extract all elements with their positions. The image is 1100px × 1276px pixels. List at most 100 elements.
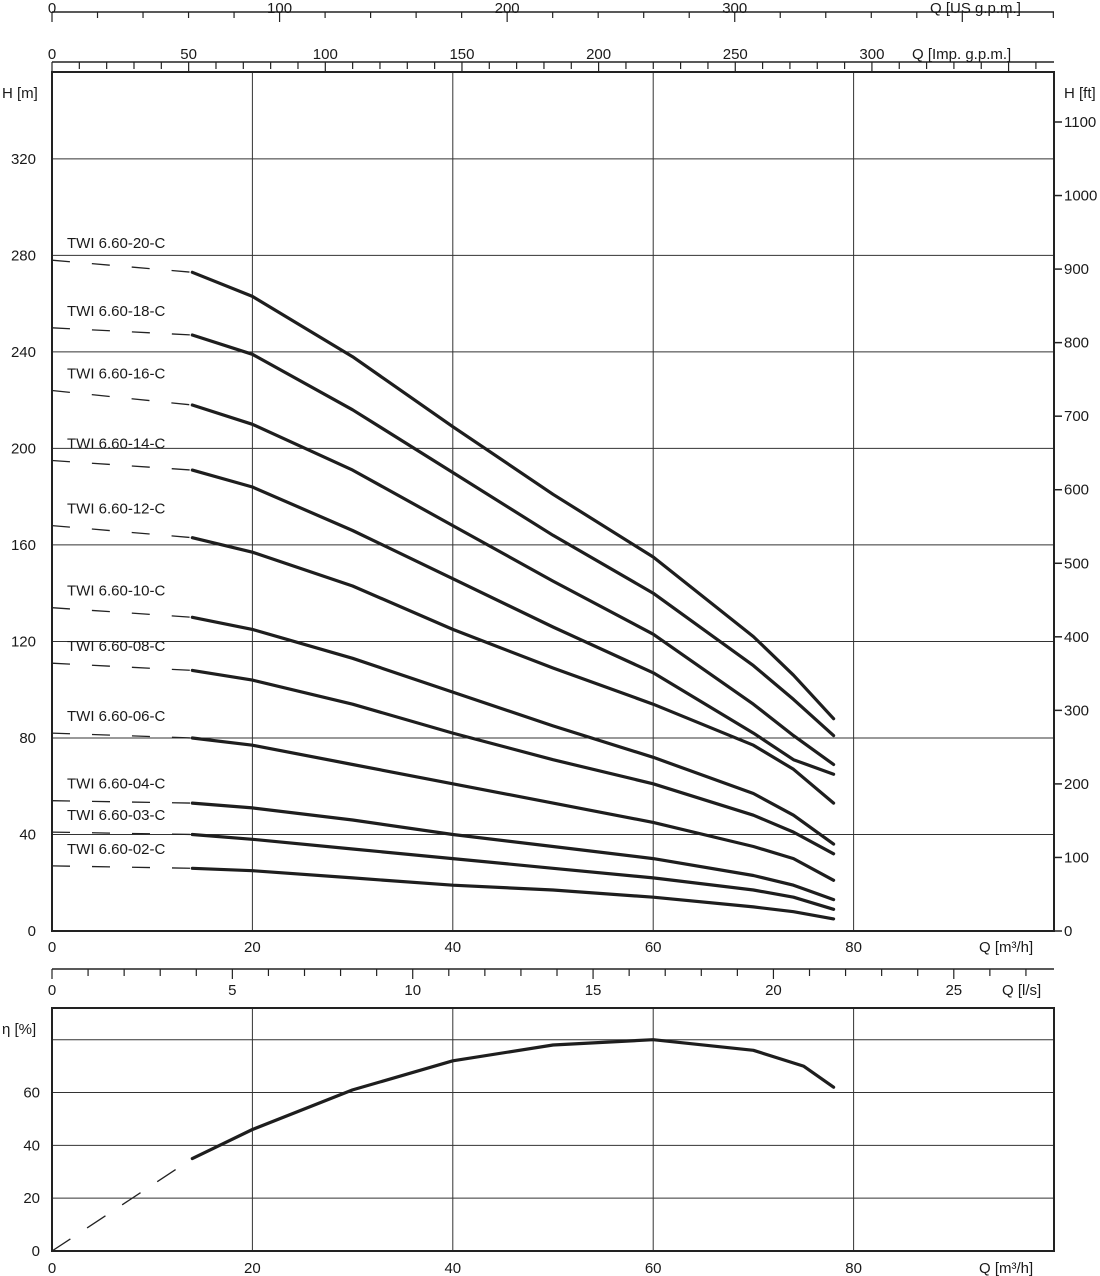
head-y-axis-label: H [m] — [2, 85, 38, 102]
curve-label: TWI 6.60-18-C — [67, 303, 166, 320]
head-y-tick-label: 0 — [28, 923, 36, 940]
top-flow-axes: 0 100 200 300 Q [US g.p.m.] 0 50 100 150 200 250 30… — [48, 0, 1054, 72]
ls-axis-tick-label: 0 — [48, 982, 56, 999]
head-right-tick-label: 700 — [1064, 408, 1089, 425]
head-curve — [190, 668, 836, 856]
efficiency-curve — [190, 1038, 836, 1161]
head-right-tick-label: 900 — [1064, 261, 1089, 278]
head-curve — [190, 736, 836, 882]
curve-label: TWI 6.60-20-C — [67, 235, 166, 252]
efficiency-curve-dashed — [51, 1158, 193, 1252]
head-right-tick-label: 0 — [1064, 923, 1072, 940]
head-curve-dashed — [51, 259, 193, 273]
top-axis-tick-label: 300 — [859, 46, 884, 63]
ls-axis-tick-label: 20 — [765, 982, 782, 999]
head-curve-dashed — [51, 865, 193, 869]
head-curve-dashed — [51, 800, 193, 804]
top-axis-tick-label: 200 — [586, 46, 611, 63]
head-right-axis-label: H [ft] — [1064, 85, 1096, 102]
efficiency-plot: 0 20 40 60 η [%] 0 20 40 60 80 Q [m³/h] — [2, 1007, 1055, 1276]
eff-y-tick-label: 60 — [23, 1085, 40, 1102]
head-right-tick-label: 1100 — [1064, 114, 1096, 131]
head-curve-dashed — [51, 607, 193, 618]
curve-label: TWI 6.60-08-C — [67, 638, 166, 655]
head-right-tick-label: 300 — [1064, 702, 1089, 719]
head-right-tick-label: 1000 — [1064, 188, 1097, 205]
head-curve-dashed — [51, 662, 193, 672]
head-curve — [190, 866, 836, 921]
head-curve-dashed — [51, 732, 193, 739]
head-curve-dashed — [51, 327, 193, 336]
head-curve — [190, 468, 836, 776]
top-axis-tick-label: 100 — [267, 0, 292, 17]
ls-axis-tick-label: 25 — [945, 982, 962, 999]
head-curve-dashed — [51, 459, 193, 471]
top-axis-tick-label: 250 — [723, 46, 748, 63]
top-axis-tick-label: 0 — [48, 46, 56, 63]
top-axis-label: Q [US g.p.m.] — [930, 0, 1021, 17]
curve-label: TWI 6.60-16-C — [67, 366, 166, 383]
curve-label: TWI 6.60-10-C — [67, 583, 166, 600]
head-curve — [190, 270, 836, 721]
head-x-tick-label: 40 — [444, 939, 461, 956]
head-curve — [190, 832, 836, 911]
head-curve-dashed — [51, 389, 193, 406]
head-x-tick-label: 60 — [645, 939, 662, 956]
top-axis-tick-label: 100 — [313, 46, 338, 63]
head-right-tick-label: 500 — [1064, 555, 1089, 572]
head-curve — [190, 403, 836, 767]
curve-label: TWI 6.60-06-C — [67, 708, 166, 725]
top-axis-tick-label: 150 — [449, 46, 474, 63]
head-y-tick-label: 80 — [19, 730, 36, 747]
head-x-tick-label: 80 — [845, 939, 862, 956]
head-x-tick-label: 20 — [244, 939, 261, 956]
top-axis-tick-label: 300 — [722, 0, 747, 17]
eff-y-tick-label: 40 — [23, 1137, 40, 1154]
head-grid — [52, 72, 1054, 931]
eff-y-tick-label: 20 — [23, 1190, 40, 1207]
curve-label: TWI 6.60-04-C — [67, 776, 166, 793]
flow-ls-axis: 0 5 10 15 20 25 Q [l/s] — [48, 968, 1054, 999]
head-y-tick-label: 160 — [11, 537, 36, 554]
head-y-tick-label: 40 — [19, 826, 36, 843]
head-right-tick-label: 600 — [1064, 482, 1089, 499]
head-curve — [190, 801, 836, 902]
head-right-tick-label: 200 — [1064, 776, 1089, 793]
head-y-tick-label: 280 — [11, 247, 36, 264]
eff-x-tick-label: 20 — [244, 1260, 261, 1276]
head-x-tick-label: 0 — [48, 939, 56, 956]
curve-label: TWI 6.60-12-C — [67, 501, 166, 518]
top-axis-tick-label: 200 — [495, 0, 520, 17]
head-y-tick-label: 240 — [11, 344, 36, 361]
ls-axis-label: Q [l/s] — [1002, 982, 1041, 999]
curve-label: TWI 6.60-03-C — [67, 807, 166, 824]
eff-x-tick-label: 0 — [48, 1260, 56, 1276]
curve-label: TWI 6.60-02-C — [67, 841, 166, 858]
head-plot-frame — [51, 71, 1055, 932]
ls-axis-tick-label: 10 — [404, 982, 421, 999]
head-y-tick-label: 320 — [11, 151, 36, 168]
eff-y-tick-label: 0 — [32, 1243, 40, 1260]
ls-axis-tick-label: 5 — [228, 982, 236, 999]
eff-x-tick-label: 40 — [444, 1260, 461, 1276]
head-right-tick-label: 100 — [1064, 849, 1089, 866]
head-curve — [190, 536, 836, 805]
eff-x-tick-label: 80 — [845, 1260, 862, 1276]
head-y-tick-label: 120 — [11, 633, 36, 650]
top-axis-tick-label: 50 — [180, 46, 197, 63]
head-x-axis-label: Q [m³/h] — [979, 939, 1033, 956]
head-right-tick-label: 800 — [1064, 335, 1089, 352]
head-right-tick-label: 400 — [1064, 629, 1089, 646]
eff-x-axis-label: Q [m³/h] — [979, 1260, 1033, 1276]
head-curve — [190, 333, 836, 738]
eff-plot-frame — [51, 1007, 1055, 1252]
eff-x-tick-label: 60 — [645, 1260, 662, 1276]
top-axis-tick-label: 0 — [48, 0, 56, 17]
eff-y-axis-label: η [%] — [2, 1021, 36, 1038]
ls-axis-tick-label: 15 — [585, 982, 602, 999]
curve-label: TWI 6.60-14-C — [67, 435, 166, 452]
top-axis-label: Q [Imp. g.p.m.] — [912, 46, 1011, 63]
head-y-tick-label: 200 — [11, 440, 36, 457]
